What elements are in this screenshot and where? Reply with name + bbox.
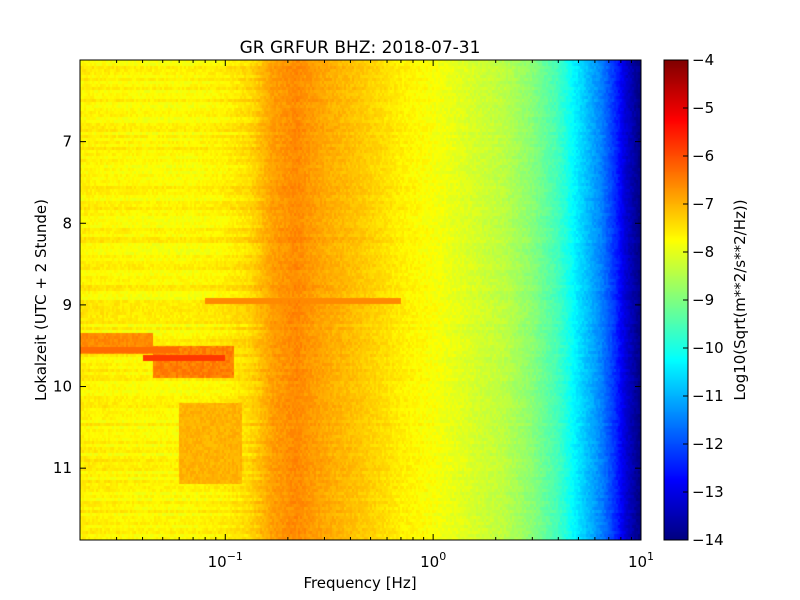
x-tick-label: 101 (628, 550, 654, 571)
spectrogram-heatmap (80, 60, 641, 540)
colorbar-tick-label: −10 (692, 339, 724, 357)
x-tick-label: 100 (420, 550, 446, 571)
y-tick-label: 7 (62, 133, 72, 151)
y-tick-label: 10 (53, 378, 72, 396)
colorbar-tick-label: −7 (692, 195, 714, 213)
plot-frame (79, 59, 642, 541)
y-axis-label: Lokalzeit (UTC + 2 Stunde) (32, 199, 50, 401)
y-axis: 7 8 9 10 11 (53, 133, 641, 477)
y-tick-label: 11 (53, 459, 72, 477)
x-axis-label: Frequency [Hz] (303, 574, 416, 592)
colorbar-tick-label: −4 (692, 51, 714, 69)
colorbar-tick-label: −8 (692, 243, 714, 261)
colorbar-tick-label: −14 (692, 531, 724, 549)
x-axis: 10−1 100 101 (79, 60, 654, 571)
chart-title: GR GRFUR BHZ: 2018-07-31 (240, 38, 481, 58)
y-tick-label: 9 (62, 296, 72, 314)
colorbar-axis: −4 −5 −6 −7 −8 −9 −10 −11 −12 −13 −14 (683, 51, 724, 549)
colorbar-tick-label: −5 (692, 99, 714, 117)
colorbar-label: Log10(Sqrt(m**2/s**2/Hz)) (731, 199, 749, 400)
x-tick-label: 10−1 (208, 550, 243, 571)
colorbar-tick-label: −9 (692, 291, 714, 309)
colorbar-tick-label: −12 (692, 435, 724, 453)
colorbar-tick-label: −11 (692, 387, 724, 405)
y-tick-label: 8 (62, 214, 72, 232)
colorbar-tick-label: −13 (692, 483, 724, 501)
colorbar-tick-label: −6 (692, 147, 714, 165)
